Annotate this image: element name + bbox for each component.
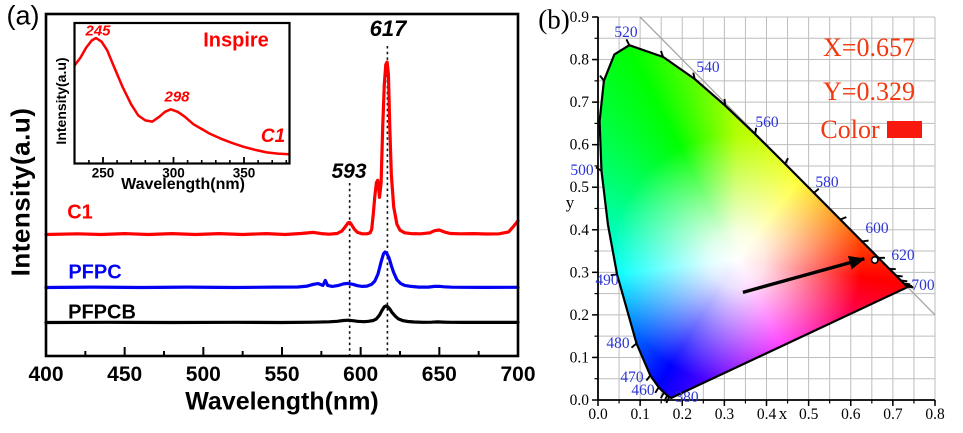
inset-x-axis-title: Wavelength(nm) — [121, 176, 245, 193]
peak-label-617: 617 — [369, 16, 407, 41]
locus-tick-600 — [861, 239, 869, 243]
wavelength-label-600: 600 — [865, 220, 889, 237]
a-x-tick-label: 600 — [343, 363, 378, 386]
locus-tick-540 — [692, 72, 696, 80]
cie-y-annotation: Y=0.329 — [823, 77, 915, 106]
color-swatch — [887, 121, 922, 138]
a-x-tick-label: 700 — [500, 363, 535, 386]
a-x-tick-label: 450 — [107, 363, 142, 386]
a-x-tick-label: 650 — [422, 363, 457, 386]
wavelength-label-500: 500 — [570, 162, 594, 179]
locus-tick-480 — [630, 342, 638, 349]
series-label-c1: C1 — [67, 201, 93, 224]
b-y-tick-label: 0.2 — [570, 307, 589, 324]
locus-tick-590 — [839, 216, 847, 221]
a-x-axis-title: Wavelength(nm) — [185, 387, 379, 416]
cie-color-annotation: Color — [820, 115, 880, 144]
spectrum-curve-pfpc — [44, 250, 520, 290]
locus-tick-680 — [906, 285, 914, 289]
cie-x-annotation: X=0.657 — [823, 33, 915, 62]
b-y-tick-label: 0.7 — [570, 94, 590, 111]
locus-tick-580 — [813, 187, 820, 194]
a-x-tick-label: 400 — [28, 363, 63, 386]
a-y-axis-title: Intensity(a.u) — [5, 107, 36, 277]
locus-tick-510 — [599, 74, 605, 82]
series-label-pfpc: PFPC — [68, 261, 122, 284]
b-x-tick-label: 0.2 — [673, 406, 692, 423]
b-x-tick-label: 0.8 — [925, 406, 945, 423]
b-x-tick-label: 0.5 — [799, 406, 819, 423]
spectrum-curve-pfpcb — [44, 304, 520, 325]
locus-tick-460 — [654, 386, 660, 394]
inset-excitation-curve — [73, 36, 291, 156]
wavelength-label-620: 620 — [891, 247, 915, 264]
b-x-tick-label: 0.0 — [588, 406, 608, 423]
wavelength-label-540: 540 — [696, 59, 720, 76]
panel-a-letter: (a) — [6, 0, 40, 31]
inset-x-tick-label: 350 — [233, 166, 256, 181]
locus-tick-550 — [723, 98, 726, 106]
peak-label-593: 593 — [331, 160, 367, 183]
inset-peak-298: 298 — [164, 88, 190, 106]
inset-frame — [73, 21, 291, 165]
b-x-tick-label: 0.1 — [630, 406, 649, 423]
wavelength-label-470: 470 — [620, 369, 644, 386]
wavelength-label-380: 380 — [675, 389, 699, 406]
b-y-axis-title: y — [565, 193, 575, 212]
wavelength-label-700: 700 — [911, 277, 935, 294]
spectra-plot-layer: 400 450 500 550 600 650 700 250 300 350 — [28, 12, 536, 386]
b-y-tick-label: 0.8 — [570, 52, 590, 69]
a-x-tick-label: 550 — [264, 363, 299, 386]
inset-title: Inspire — [203, 29, 269, 52]
locus-tick-650 — [903, 282, 911, 286]
b-y-tick-label: 0.9 — [570, 9, 590, 26]
b-x-tick-label: 0.6 — [841, 406, 861, 423]
b-y-tick-label: 0.4 — [570, 222, 590, 239]
locus-tick-570 — [784, 157, 789, 165]
a-x-tick-label: 500 — [186, 363, 221, 386]
b-x-tick-label: 0.7 — [883, 406, 903, 423]
locus-tick-640 — [900, 279, 908, 283]
b-x-tick-label: 0.3 — [715, 406, 735, 423]
wavelength-label-560: 560 — [755, 114, 779, 131]
locus-tick-630 — [896, 274, 903, 278]
wavelength-label-580: 580 — [815, 174, 839, 191]
b-y-tick-label: 0.6 — [570, 137, 590, 154]
spectral-locus-outline — [598, 44, 909, 399]
inset-peak-245: 245 — [85, 22, 111, 40]
locus-tick-530 — [660, 50, 665, 58]
locus-tick-520 — [625, 38, 631, 46]
shift-arrow — [742, 255, 866, 294]
inset-series-label: C1 — [260, 126, 286, 147]
inset-x-tick-label: 250 — [92, 166, 115, 181]
b-y-tick-label: 0.5 — [570, 179, 590, 196]
b-y-tick-label: 0.1 — [570, 349, 589, 366]
series-label-pfpcb: PFPCB — [68, 301, 136, 324]
b-y-tick-label: 0.0 — [570, 392, 590, 409]
inset-y-axis-title: Intensity(a.u) — [53, 57, 69, 145]
b-y-tick-label: 0.3 — [570, 264, 590, 281]
locus-tick-450 — [660, 392, 665, 399]
locus-tick-560 — [754, 127, 758, 135]
locus-tick-490 — [610, 273, 618, 277]
wavelength-label-490: 490 — [595, 272, 619, 289]
wavelength-label-520: 520 — [614, 24, 638, 41]
wavelength-label-460: 460 — [631, 382, 655, 399]
wavelength-label-480: 480 — [606, 335, 630, 352]
inset-x-tick-label: 300 — [162, 166, 185, 181]
panel-b-letter: (b) — [538, 4, 570, 35]
b-x-axis-title: x — [778, 404, 788, 423]
b-x-tick-label: 0.4 — [757, 406, 777, 423]
locus-tick-470 — [645, 374, 652, 382]
spectrum-curve-c1 — [44, 60, 520, 237]
chromaticity-point — [870, 255, 879, 264]
